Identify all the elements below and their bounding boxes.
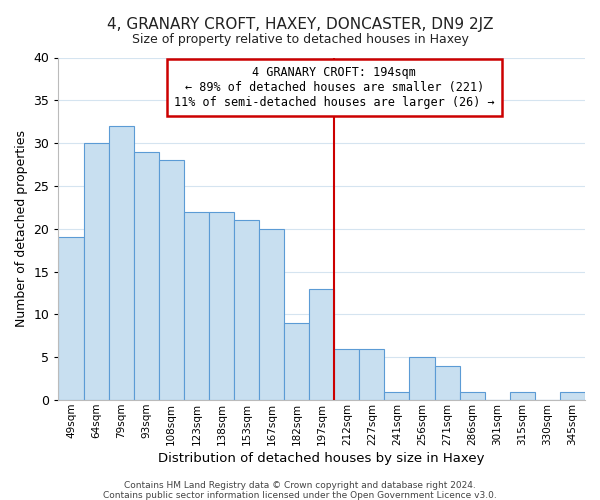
Bar [510,392,535,400]
Bar [234,220,259,400]
Bar [385,392,409,400]
Bar [560,392,585,400]
Text: Contains public sector information licensed under the Open Government Licence v3: Contains public sector information licen… [103,490,497,500]
Bar [209,212,234,400]
Bar [309,289,334,400]
Text: Contains HM Land Registry data © Crown copyright and database right 2024.: Contains HM Land Registry data © Crown c… [124,482,476,490]
Bar [83,143,109,400]
Bar [460,392,485,400]
Bar [334,349,359,400]
Text: 4 GRANARY CROFT: 194sqm
← 89% of detached houses are smaller (221)
11% of semi-d: 4 GRANARY CROFT: 194sqm ← 89% of detache… [174,66,494,109]
Bar [58,238,83,400]
Bar [409,358,434,400]
Y-axis label: Number of detached properties: Number of detached properties [15,130,28,328]
Bar [434,366,460,400]
Bar [109,126,134,400]
Bar [359,349,385,400]
Text: 4, GRANARY CROFT, HAXEY, DONCASTER, DN9 2JZ: 4, GRANARY CROFT, HAXEY, DONCASTER, DN9 … [107,18,493,32]
Bar [184,212,209,400]
Text: Size of property relative to detached houses in Haxey: Size of property relative to detached ho… [131,32,469,46]
Bar [284,323,309,400]
Bar [134,152,159,400]
Bar [259,229,284,400]
X-axis label: Distribution of detached houses by size in Haxey: Distribution of detached houses by size … [158,452,485,465]
Bar [159,160,184,400]
